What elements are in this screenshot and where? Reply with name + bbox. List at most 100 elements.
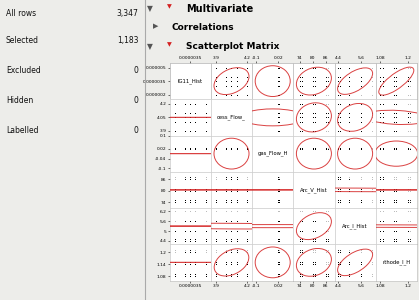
Point [275, 219, 282, 224]
Point [346, 262, 353, 267]
Point [275, 129, 282, 134]
Point [192, 146, 199, 151]
Point [275, 110, 282, 115]
Point [369, 177, 375, 182]
Point [391, 209, 397, 214]
Point [243, 237, 250, 242]
Point [187, 198, 194, 203]
Point [357, 92, 364, 97]
Point [346, 175, 353, 180]
Point [391, 187, 397, 191]
Point [243, 238, 250, 243]
Point [275, 188, 282, 193]
Point [213, 200, 220, 205]
Point [297, 83, 303, 88]
Point [369, 177, 375, 182]
Point [228, 200, 235, 205]
Point [299, 146, 305, 151]
Point [407, 74, 414, 79]
Point [346, 262, 353, 267]
Point [275, 272, 282, 277]
Point [275, 260, 282, 265]
Point [275, 188, 282, 193]
Point [391, 101, 397, 106]
Point [323, 272, 329, 277]
Point [275, 79, 282, 83]
Point [393, 129, 400, 134]
Point [357, 177, 364, 182]
Point [312, 79, 318, 83]
Point [243, 74, 250, 79]
Point [275, 250, 282, 255]
Point [337, 74, 344, 79]
Point [310, 146, 316, 151]
Point [323, 110, 329, 115]
Point [228, 187, 235, 191]
Point [335, 74, 341, 79]
Point [213, 229, 220, 233]
Point [377, 74, 384, 79]
Point [312, 238, 318, 243]
Point [228, 65, 235, 70]
Point [187, 129, 194, 134]
Point [228, 65, 235, 70]
Point [223, 250, 230, 255]
Point [233, 65, 240, 70]
Point [312, 219, 318, 224]
Point [275, 92, 282, 97]
Point [312, 250, 318, 255]
Point [202, 237, 209, 242]
Point [187, 146, 194, 151]
Point [275, 115, 282, 120]
Point [357, 262, 364, 267]
Point [275, 274, 282, 279]
Point [213, 146, 220, 151]
Point [335, 187, 341, 191]
Point [297, 262, 303, 267]
Point [275, 237, 282, 242]
Point [275, 274, 282, 279]
Point [391, 209, 397, 214]
Point [275, 274, 282, 279]
Point [337, 177, 344, 182]
Point [404, 79, 411, 83]
Point [192, 219, 199, 224]
Point [407, 79, 414, 83]
Point [192, 177, 199, 182]
Point [407, 229, 414, 233]
Point [391, 177, 397, 182]
Point [228, 200, 235, 205]
Point [275, 260, 282, 265]
Point [275, 262, 282, 267]
Point [243, 209, 250, 214]
Point [393, 79, 400, 83]
Point [171, 129, 178, 134]
Point [407, 146, 414, 151]
Point [310, 219, 316, 224]
Point [391, 146, 397, 151]
Point [346, 146, 353, 151]
Point [223, 146, 230, 151]
Point [391, 177, 397, 182]
Point [187, 237, 194, 242]
Point [275, 219, 282, 224]
Point [275, 79, 282, 83]
Point [299, 146, 305, 151]
Point [275, 119, 282, 124]
Point [369, 119, 375, 124]
Point [391, 74, 397, 79]
Point [404, 146, 411, 151]
Point [187, 200, 194, 205]
Point [202, 146, 209, 151]
Point [213, 177, 220, 182]
Point [187, 146, 194, 151]
Point [275, 74, 282, 79]
Point [369, 146, 375, 151]
Point [369, 146, 375, 151]
Point [192, 200, 199, 205]
Point [228, 262, 235, 267]
Point [192, 175, 199, 180]
Point [346, 250, 353, 255]
Point [171, 146, 178, 151]
Point [357, 146, 364, 151]
